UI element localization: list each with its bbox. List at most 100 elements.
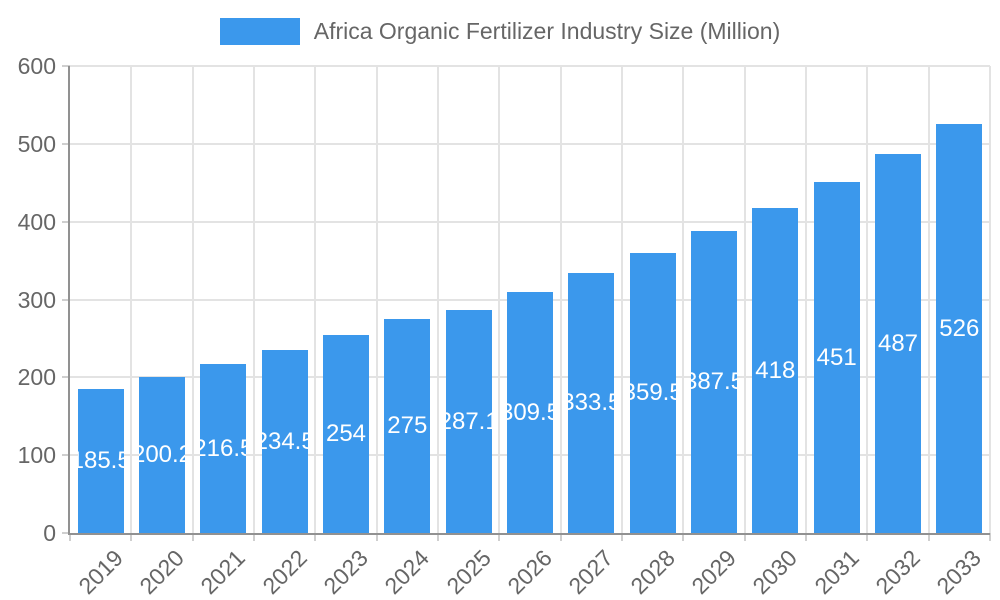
x-gridline [989, 66, 991, 533]
y-tick [62, 298, 70, 301]
bar-2033[interactable]: 526 [936, 124, 983, 533]
x-axis-label: 2030 [747, 544, 803, 600]
x-axis-label: 2033 [931, 544, 987, 600]
x-tick [69, 533, 71, 541]
bar-value-label: 387.5 [691, 368, 737, 395]
x-tick [559, 533, 562, 541]
legend-swatch [219, 18, 300, 45]
bar-value-label: 254 [325, 420, 367, 447]
x-gridline [253, 66, 255, 533]
x-gridline [866, 66, 869, 533]
bar-2024[interactable]: 275 [384, 319, 431, 533]
y-axis-label: 300 [17, 286, 56, 313]
x-axis-label: 2026 [502, 544, 557, 600]
x-tick [130, 533, 133, 541]
bar-2027[interactable]: 333.5 [568, 273, 615, 533]
x-axis-label: 2020 [134, 544, 189, 600]
x-gridline [375, 66, 378, 533]
x-gridline [191, 66, 194, 533]
bar-2023[interactable]: 254 [323, 335, 369, 533]
y-axis-label: 500 [17, 130, 56, 157]
x-gridline [805, 66, 807, 533]
x-tick [805, 533, 807, 541]
x-axis-label: 2032 [870, 544, 925, 600]
x-tick [866, 533, 869, 541]
x-axis-label: 2031 [809, 544, 864, 600]
bar-2021[interactable]: 216.5 [200, 364, 247, 533]
y-gridline [70, 65, 990, 67]
bar-2025[interactable]: 287.1 [445, 310, 492, 533]
y-axis-line [68, 66, 70, 535]
x-tick [743, 533, 746, 541]
x-gridline [130, 66, 133, 533]
bar-value-label: 526 [939, 314, 980, 342]
bar-2029[interactable]: 387.5 [691, 231, 737, 533]
bar-value-label: 309.5 [507, 398, 553, 426]
x-tick [314, 533, 317, 541]
y-tick [62, 220, 70, 223]
bar-value-label: 487 [877, 329, 919, 357]
y-axis-label: 600 [17, 53, 56, 79]
y-axis-label: 200 [17, 364, 56, 391]
x-tick [498, 533, 501, 541]
bar-2026[interactable]: 309.5 [507, 292, 553, 533]
x-tick [375, 533, 378, 541]
x-axis-label: 2022 [257, 544, 312, 600]
bar-2022[interactable]: 234.5 [261, 350, 308, 533]
y-tick [62, 376, 70, 379]
x-gridline [682, 66, 685, 533]
y-gridline [70, 220, 990, 223]
x-tick [682, 533, 685, 541]
x-axis-label: 2024 [379, 544, 435, 600]
x-tick [621, 533, 623, 541]
x-tick [989, 533, 991, 541]
x-axis-label: 2021 [195, 544, 251, 600]
x-tick [437, 533, 439, 541]
x-axis-label: 2027 [563, 544, 619, 600]
y-tick [62, 454, 70, 457]
bar-value-label: 451 [816, 343, 857, 371]
x-tick [927, 533, 930, 541]
x-gridline [498, 66, 501, 533]
y-axis-label: 100 [17, 442, 56, 469]
y-tick [62, 532, 70, 534]
x-axis-label: 2028 [625, 544, 680, 600]
x-gridline [314, 66, 317, 533]
bar-value-label: 275 [387, 412, 428, 439]
x-gridline [437, 66, 439, 533]
legend-label: Africa Organic Fertilizer Industry Size … [313, 18, 781, 44]
x-gridline [621, 66, 623, 533]
bar-value-label: 185.5 [78, 447, 124, 474]
bar-value-label: 216.5 [200, 434, 246, 462]
bar-value-label: 287.1 [446, 407, 492, 435]
x-tick [191, 533, 194, 541]
bar-value-label: 418 [755, 356, 796, 384]
y-gridline [70, 142, 990, 145]
y-axis-label: 400 [17, 208, 56, 235]
x-axis-label: 2019 [73, 544, 128, 600]
bar-value-label: 359.5 [630, 379, 676, 406]
x-gridline [743, 66, 746, 533]
x-gridline [927, 66, 930, 533]
bar-2028[interactable]: 359.5 [629, 253, 676, 533]
bar-value-label: 333.5 [568, 389, 614, 416]
y-tick [62, 142, 70, 145]
bar-value-label: 200.2 [139, 441, 185, 468]
x-tick [253, 533, 255, 541]
bar-2019[interactable]: 185.5 [77, 389, 124, 533]
y-axis-label: 0 [43, 520, 56, 546]
x-gridline [559, 66, 562, 533]
bar-2030[interactable]: 418 [752, 208, 799, 533]
bar-value-label: 234.5 [262, 427, 308, 455]
x-axis-label: 2029 [686, 544, 741, 600]
y-tick [62, 65, 70, 67]
x-axis-line [68, 533, 990, 535]
bar-2031[interactable]: 451 [813, 182, 860, 533]
legend[interactable]: Africa Organic Fertilizer Industry Size … [0, 18, 1000, 45]
bar-2032[interactable]: 487 [875, 154, 921, 533]
x-axis-label: 2023 [318, 544, 373, 600]
bar-2020[interactable]: 200.2 [139, 377, 185, 533]
x-axis-label: 2025 [441, 544, 496, 600]
